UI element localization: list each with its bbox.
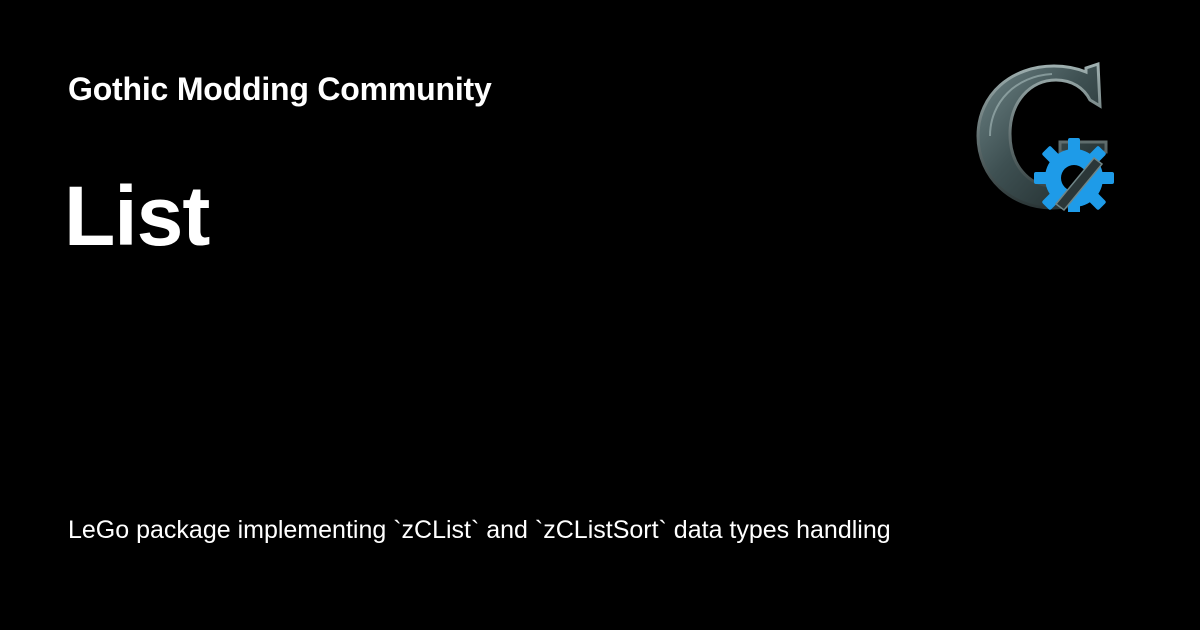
page-title: List (64, 169, 210, 263)
gothic-g-gear-logo-icon (976, 61, 1114, 212)
page-description: LeGo package implementing `zCList` and `… (68, 516, 891, 544)
site-name: Gothic Modding Community (68, 71, 492, 107)
